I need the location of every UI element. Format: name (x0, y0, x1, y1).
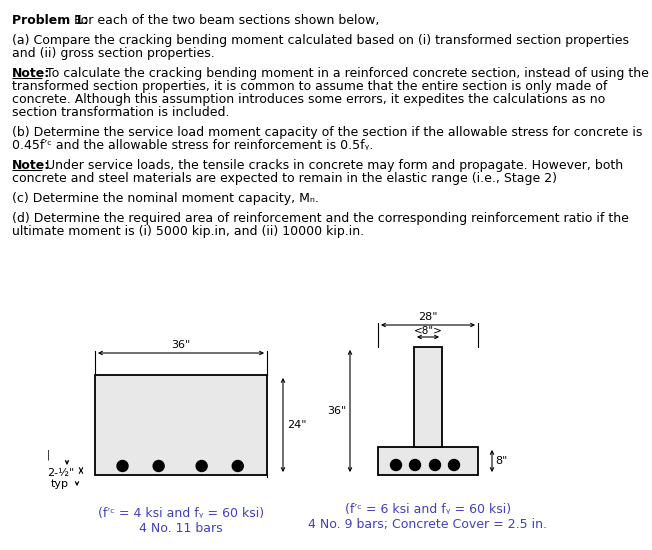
Text: ultimate moment is (i) 5000 kip.in, and (ii) 10000 kip.in.: ultimate moment is (i) 5000 kip.in, and … (12, 225, 364, 238)
Text: concrete and steel materials are expected to remain in the elastic range (i.e., : concrete and steel materials are expecte… (12, 172, 557, 185)
Text: Note:: Note: (12, 159, 50, 172)
Text: 36": 36" (327, 406, 346, 416)
Circle shape (232, 460, 243, 471)
Text: (f′ᶜ = 4 ksi and fᵧ = 60 ksi): (f′ᶜ = 4 ksi and fᵧ = 60 ksi) (98, 507, 264, 520)
Circle shape (430, 459, 441, 470)
Text: |: | (47, 449, 50, 460)
Text: Under service loads, the tensile cracks in concrete may form and propagate. Howe: Under service loads, the tensile cracks … (42, 159, 623, 172)
Text: 8": 8" (495, 456, 507, 466)
Circle shape (409, 459, 421, 470)
Text: Note:: Note: (12, 67, 50, 80)
Text: typ: typ (51, 479, 69, 489)
Text: (d) Determine the required area of reinforcement and the corresponding reinforce: (d) Determine the required area of reinf… (12, 212, 629, 225)
Circle shape (117, 460, 128, 471)
Text: (a) Compare the cracking bending moment calculated based on (i) transformed sect: (a) Compare the cracking bending moment … (12, 34, 629, 47)
Text: concrete. Although this assumption introduces some errors, it expedites the calc: concrete. Although this assumption intro… (12, 93, 605, 106)
Circle shape (449, 459, 460, 470)
Bar (95, 375, 267, 475)
Text: 2-½": 2-½" (47, 468, 74, 478)
Bar (378, 447, 478, 475)
Text: Problem 1:: Problem 1: (12, 14, 89, 27)
Text: section transformation is included.: section transformation is included. (12, 106, 230, 119)
Text: 28": 28" (418, 312, 437, 322)
Text: 4 No. 11 bars: 4 No. 11 bars (139, 522, 223, 535)
Circle shape (153, 460, 164, 471)
Bar (414, 347, 442, 447)
Text: transformed section properties, it is common to assume that the entire section i: transformed section properties, it is co… (12, 80, 608, 93)
Text: To calculate the cracking bending moment in a reinforced concrete section, inste: To calculate the cracking bending moment… (42, 67, 649, 80)
Circle shape (196, 460, 207, 471)
Text: <8">: <8"> (413, 326, 443, 336)
Text: For each of the two beam sections shown below,: For each of the two beam sections shown … (70, 14, 379, 27)
Text: and (ii) gross section properties.: and (ii) gross section properties. (12, 47, 215, 60)
Text: 4 No. 9 bars; Concrete Cover = 2.5 in.: 4 No. 9 bars; Concrete Cover = 2.5 in. (308, 518, 548, 531)
Text: 0.45f′ᶜ and the allowable stress for reinforcement is 0.5fᵧ.: 0.45f′ᶜ and the allowable stress for rei… (12, 139, 374, 152)
Text: (c) Determine the nominal moment capacity, Mₙ.: (c) Determine the nominal moment capacit… (12, 192, 319, 205)
Text: (b) Determine the service load moment capacity of the section if the allowable s: (b) Determine the service load moment ca… (12, 126, 642, 139)
Text: 36": 36" (171, 340, 190, 350)
Text: (f′ᶜ = 6 ksi and fᵧ = 60 ksi): (f′ᶜ = 6 ksi and fᵧ = 60 ksi) (345, 503, 511, 516)
Circle shape (391, 459, 402, 470)
Text: 24": 24" (287, 420, 306, 430)
